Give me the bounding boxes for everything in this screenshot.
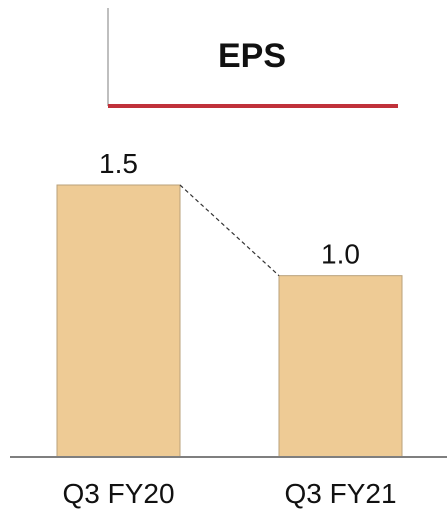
category-label-q3-fy21: Q3 FY21 bbox=[284, 478, 396, 509]
bar-q3-fy20 bbox=[56, 184, 181, 458]
connector-layer bbox=[179, 184, 280, 277]
trend-connector-line bbox=[179, 184, 280, 277]
labels-layer: 1.5 Q3 FY20 1.0 Q3 FY21 bbox=[62, 148, 396, 509]
category-label-q3-fy20: Q3 FY20 bbox=[62, 478, 174, 509]
value-label-q3-fy20: 1.5 bbox=[99, 148, 138, 179]
chart-title: EPS bbox=[218, 37, 286, 75]
bars-layer bbox=[56, 184, 403, 458]
bar-q3-fy21 bbox=[278, 275, 403, 458]
value-label-q3-fy21: 1.0 bbox=[321, 239, 360, 270]
